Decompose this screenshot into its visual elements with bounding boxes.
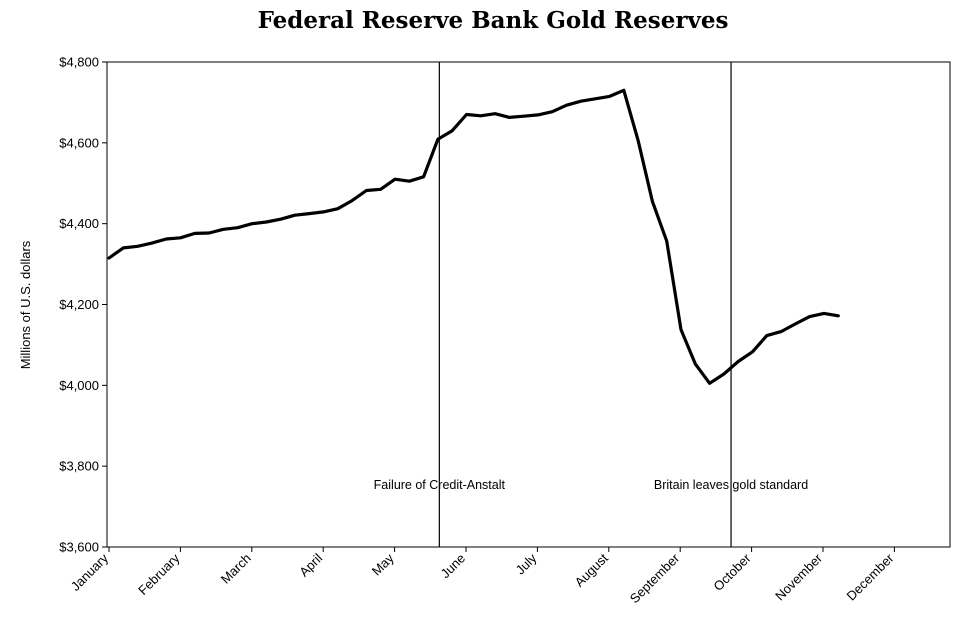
y-tick-label: $4,000 — [59, 378, 99, 393]
x-tick-label: September — [627, 550, 683, 606]
y-axis-label: Millions of U.S. dollars — [18, 240, 33, 369]
x-tick-label: January — [68, 550, 112, 594]
x-tick-label: December — [844, 550, 897, 603]
x-tick-label: June — [438, 551, 469, 582]
y-tick-label: $4,800 — [59, 55, 99, 70]
plot-frame — [106, 61, 951, 548]
y-tick-label: $4,400 — [59, 216, 99, 231]
annotation-label: Britain leaves gold standard — [654, 478, 808, 492]
y-tick-label: $3,800 — [59, 459, 99, 474]
x-tick-label: July — [513, 550, 540, 577]
x-tick-label: November — [772, 550, 825, 603]
y-tick-label: $4,200 — [59, 297, 99, 312]
y-tick-label: $4,600 — [59, 135, 99, 150]
y-axis: $3,600 $3,800 $4,000 $4,200 $4,400 $4,600 $4,8… — [59, 55, 107, 555]
y-tick-label: $3,600 — [59, 540, 99, 555]
x-tick-label: August — [572, 550, 611, 589]
annotation-label: Failure of Credit-Anstalt — [374, 478, 506, 492]
x-tick-label: March — [218, 551, 254, 587]
series-group — [107, 88, 840, 385]
x-tick-label: May — [369, 550, 397, 578]
x-tick-label: October — [710, 550, 754, 594]
x-axis: January February March April May June July Augu… — [68, 547, 897, 606]
chart-title: Federal Reserve Bank Gold Reserves — [258, 7, 729, 34]
series-line — [107, 88, 840, 385]
x-tick-label: April — [296, 550, 325, 579]
x-tick-label: February — [135, 550, 183, 598]
annotations: Failure of Credit-Anstalt Britain leaves … — [374, 62, 808, 547]
